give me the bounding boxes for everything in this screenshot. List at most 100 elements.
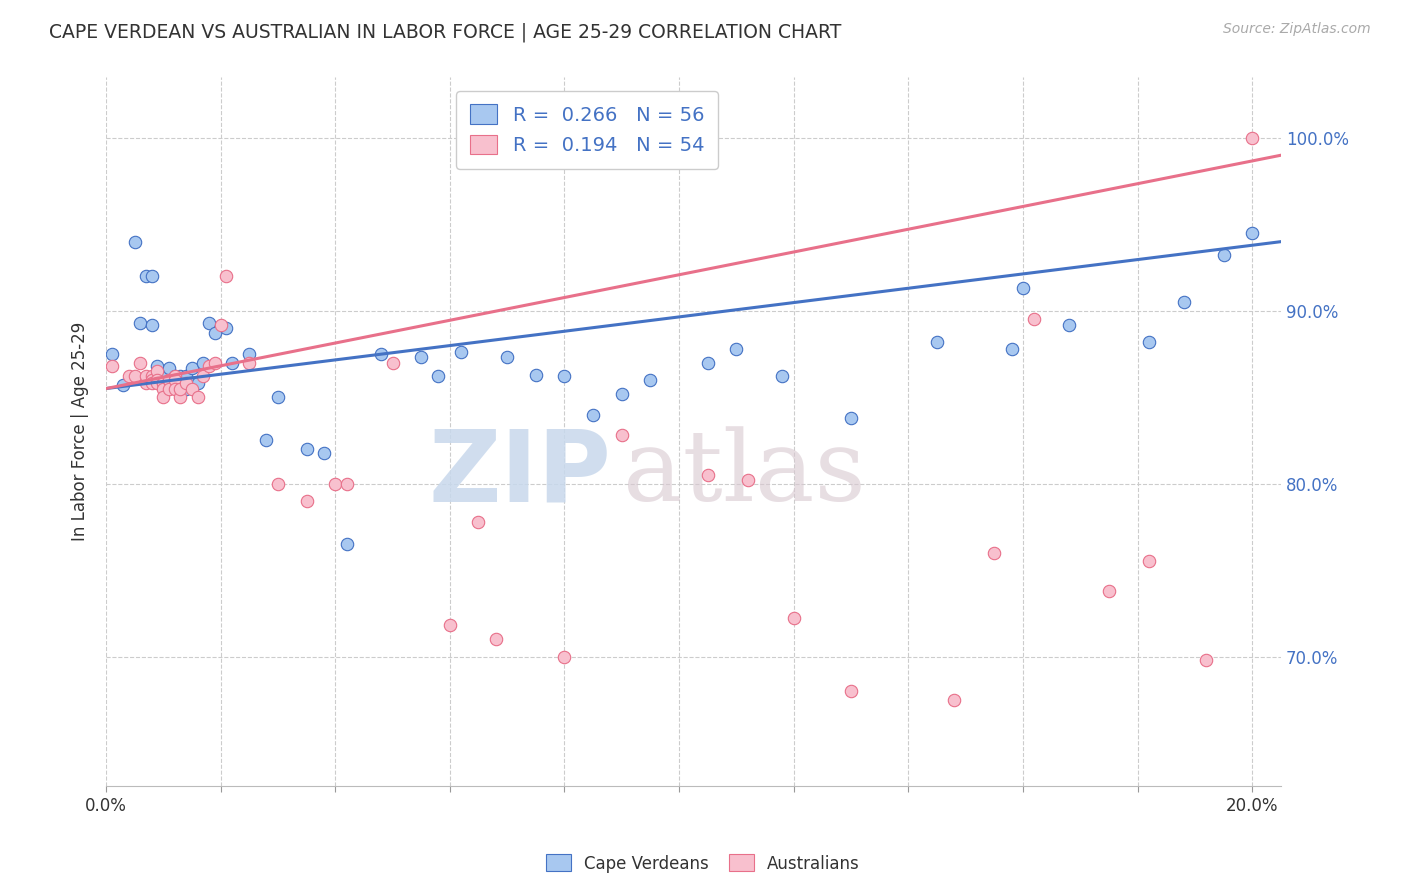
- Point: [215, 269, 238, 284]
- Point: [1024, 312, 1046, 326]
- Point: [169, 382, 191, 396]
- Point: [163, 376, 186, 391]
- Point: [839, 684, 862, 698]
- Point: [925, 334, 948, 349]
- Point: [496, 351, 519, 365]
- Point: [169, 376, 191, 391]
- Point: [524, 368, 547, 382]
- Point: [323, 476, 346, 491]
- Point: [100, 359, 122, 373]
- Point: [238, 356, 260, 370]
- Point: [152, 376, 174, 391]
- Point: [295, 494, 318, 508]
- Point: [152, 369, 174, 384]
- Point: [427, 369, 450, 384]
- Point: [169, 382, 191, 396]
- Point: [610, 386, 633, 401]
- Point: [1195, 653, 1218, 667]
- Point: [157, 373, 180, 387]
- Point: [737, 473, 759, 487]
- Point: [152, 390, 174, 404]
- Point: [204, 356, 226, 370]
- Point: [696, 356, 718, 370]
- Point: [146, 373, 169, 387]
- Point: [1137, 334, 1160, 349]
- Point: [267, 390, 290, 404]
- Point: [163, 369, 186, 384]
- Point: [1012, 281, 1035, 295]
- Point: [553, 649, 575, 664]
- Point: [295, 442, 318, 456]
- Point: [157, 378, 180, 392]
- Point: [163, 369, 186, 384]
- Point: [696, 468, 718, 483]
- Point: [146, 359, 169, 373]
- Point: [336, 537, 359, 551]
- Point: [124, 369, 146, 384]
- Legend: Cape Verdeans, Australians: Cape Verdeans, Australians: [540, 847, 866, 880]
- Point: [146, 364, 169, 378]
- Point: [152, 382, 174, 396]
- Point: [141, 369, 163, 384]
- Point: [180, 360, 202, 375]
- Point: [783, 611, 806, 625]
- Point: [112, 378, 135, 392]
- Point: [983, 546, 1005, 560]
- Point: [1000, 342, 1022, 356]
- Point: [118, 369, 141, 384]
- Point: [381, 356, 404, 370]
- Point: [135, 369, 157, 384]
- Point: [1057, 318, 1080, 332]
- Point: [180, 376, 202, 391]
- Point: [157, 382, 180, 396]
- Legend: R =  0.266   N = 56, R =  0.194   N = 54: R = 0.266 N = 56, R = 0.194 N = 54: [457, 91, 718, 169]
- Point: [141, 376, 163, 391]
- Point: [135, 269, 157, 284]
- Point: [180, 382, 202, 396]
- Point: [209, 318, 232, 332]
- Point: [215, 321, 238, 335]
- Point: [100, 347, 122, 361]
- Point: [152, 376, 174, 391]
- Point: [129, 356, 152, 370]
- Point: [640, 373, 662, 387]
- Point: [204, 326, 226, 341]
- Point: [146, 369, 169, 384]
- Point: [141, 373, 163, 387]
- Y-axis label: In Labor Force | Age 25-29: In Labor Force | Age 25-29: [72, 322, 89, 541]
- Point: [450, 345, 472, 359]
- Point: [238, 347, 260, 361]
- Point: [169, 390, 191, 404]
- Point: [163, 382, 186, 396]
- Point: [193, 369, 215, 384]
- Text: ZIP: ZIP: [429, 425, 612, 523]
- Point: [1173, 295, 1195, 310]
- Point: [129, 316, 152, 330]
- Point: [411, 351, 433, 365]
- Point: [141, 318, 163, 332]
- Point: [141, 269, 163, 284]
- Point: [174, 382, 197, 396]
- Point: [198, 316, 221, 330]
- Point: [135, 376, 157, 391]
- Point: [187, 376, 209, 391]
- Point: [198, 359, 221, 373]
- Point: [157, 360, 180, 375]
- Point: [610, 428, 633, 442]
- Point: [267, 476, 290, 491]
- Point: [839, 411, 862, 425]
- Point: [146, 376, 169, 391]
- Point: [174, 369, 197, 384]
- Point: [157, 373, 180, 387]
- Point: [467, 515, 489, 529]
- Point: [221, 356, 243, 370]
- Text: atlas: atlas: [623, 426, 866, 522]
- Point: [312, 445, 335, 459]
- Text: Source: ZipAtlas.com: Source: ZipAtlas.com: [1223, 22, 1371, 37]
- Point: [254, 434, 277, 448]
- Text: CAPE VERDEAN VS AUSTRALIAN IN LABOR FORCE | AGE 25-29 CORRELATION CHART: CAPE VERDEAN VS AUSTRALIAN IN LABOR FORC…: [49, 22, 842, 42]
- Point: [163, 373, 186, 387]
- Point: [1241, 131, 1264, 145]
- Point: [439, 618, 461, 632]
- Point: [582, 408, 605, 422]
